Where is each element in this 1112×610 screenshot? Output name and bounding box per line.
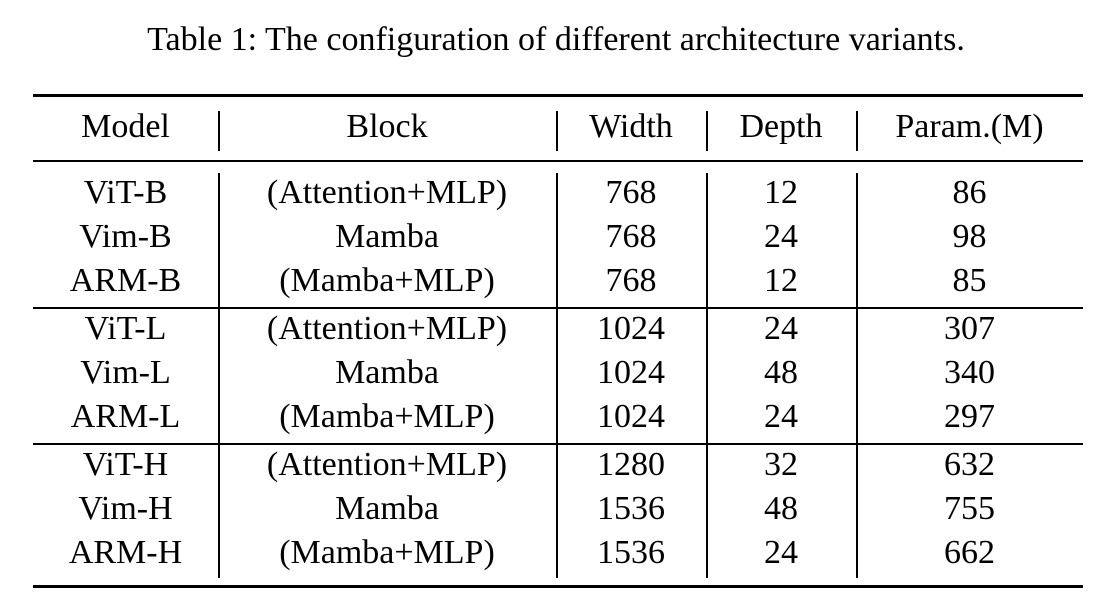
cell-block: (Mamba+MLP) xyxy=(279,534,495,571)
cell-block: (Mamba+MLP) xyxy=(279,398,495,435)
cell-param: 307 xyxy=(944,310,995,347)
cell-block: (Mamba+MLP) xyxy=(279,262,495,299)
cell-model: ViT-H xyxy=(82,446,169,483)
header-param: Param.(M) xyxy=(895,108,1044,145)
cell-param: 297 xyxy=(944,398,995,435)
cell-depth: 24 xyxy=(764,310,798,347)
cell-param: 632 xyxy=(944,446,995,483)
cell-depth: 48 xyxy=(764,354,798,391)
column-divider xyxy=(218,173,220,578)
cell-block: Mamba xyxy=(335,218,439,255)
column-divider xyxy=(556,111,558,151)
cell-width: 1280 xyxy=(597,446,665,483)
cell-depth: 12 xyxy=(764,262,798,299)
cell-block: (Attention+MLP) xyxy=(266,174,508,211)
cell-depth: 24 xyxy=(764,218,798,255)
cell-model: ViT-B xyxy=(83,174,168,211)
cell-width: 768 xyxy=(605,262,657,299)
cell-param: 340 xyxy=(944,354,995,391)
table-caption: Table 1: The configuration of different … xyxy=(147,21,965,58)
header-depth: Depth xyxy=(739,108,823,145)
cell-model: ARM-B xyxy=(69,262,182,299)
cell-param: 98 xyxy=(952,218,987,255)
cell-width: 768 xyxy=(605,218,657,255)
cell-width: 1536 xyxy=(597,490,665,527)
cell-model: ARM-H xyxy=(68,534,183,571)
cell-param: 86 xyxy=(952,174,987,211)
cell-model: Vim-L xyxy=(80,354,171,391)
cell-param: 662 xyxy=(944,534,995,571)
column-divider xyxy=(706,173,708,578)
cell-block: (Attention+MLP) xyxy=(266,446,508,483)
cell-width: 1024 xyxy=(597,310,665,347)
cell-depth: 12 xyxy=(764,174,798,211)
column-divider xyxy=(706,111,708,151)
bottom-rule xyxy=(33,585,1083,588)
cell-depth: 48 xyxy=(764,490,798,527)
header-block: Block xyxy=(346,108,428,145)
cell-block: Mamba xyxy=(335,490,439,527)
cell-width: 768 xyxy=(605,174,657,211)
header-model: Model xyxy=(81,108,170,145)
group-separator-rule xyxy=(33,443,1083,445)
top-rule xyxy=(33,94,1083,97)
cell-model: ViT-L xyxy=(84,310,167,347)
cell-block: (Attention+MLP) xyxy=(266,310,508,347)
column-divider xyxy=(856,111,858,151)
column-divider xyxy=(218,111,220,151)
group-separator-rule xyxy=(33,307,1083,309)
cell-block: Mamba xyxy=(335,354,439,391)
cell-width: 1024 xyxy=(597,398,665,435)
cell-model: Vim-H xyxy=(78,490,173,527)
cell-param: 85 xyxy=(952,262,987,299)
cell-model: ARM-L xyxy=(70,398,181,435)
header-rule xyxy=(33,160,1083,162)
cell-depth: 24 xyxy=(764,398,798,435)
cell-width: 1024 xyxy=(597,354,665,391)
cell-param: 755 xyxy=(944,490,995,527)
cell-depth: 24 xyxy=(764,534,798,571)
cell-model: Vim-B xyxy=(79,218,172,255)
column-divider xyxy=(556,173,558,578)
column-divider xyxy=(856,173,858,578)
header-width: Width xyxy=(589,108,673,145)
cell-depth: 32 xyxy=(764,446,798,483)
cell-width: 1536 xyxy=(597,534,665,571)
